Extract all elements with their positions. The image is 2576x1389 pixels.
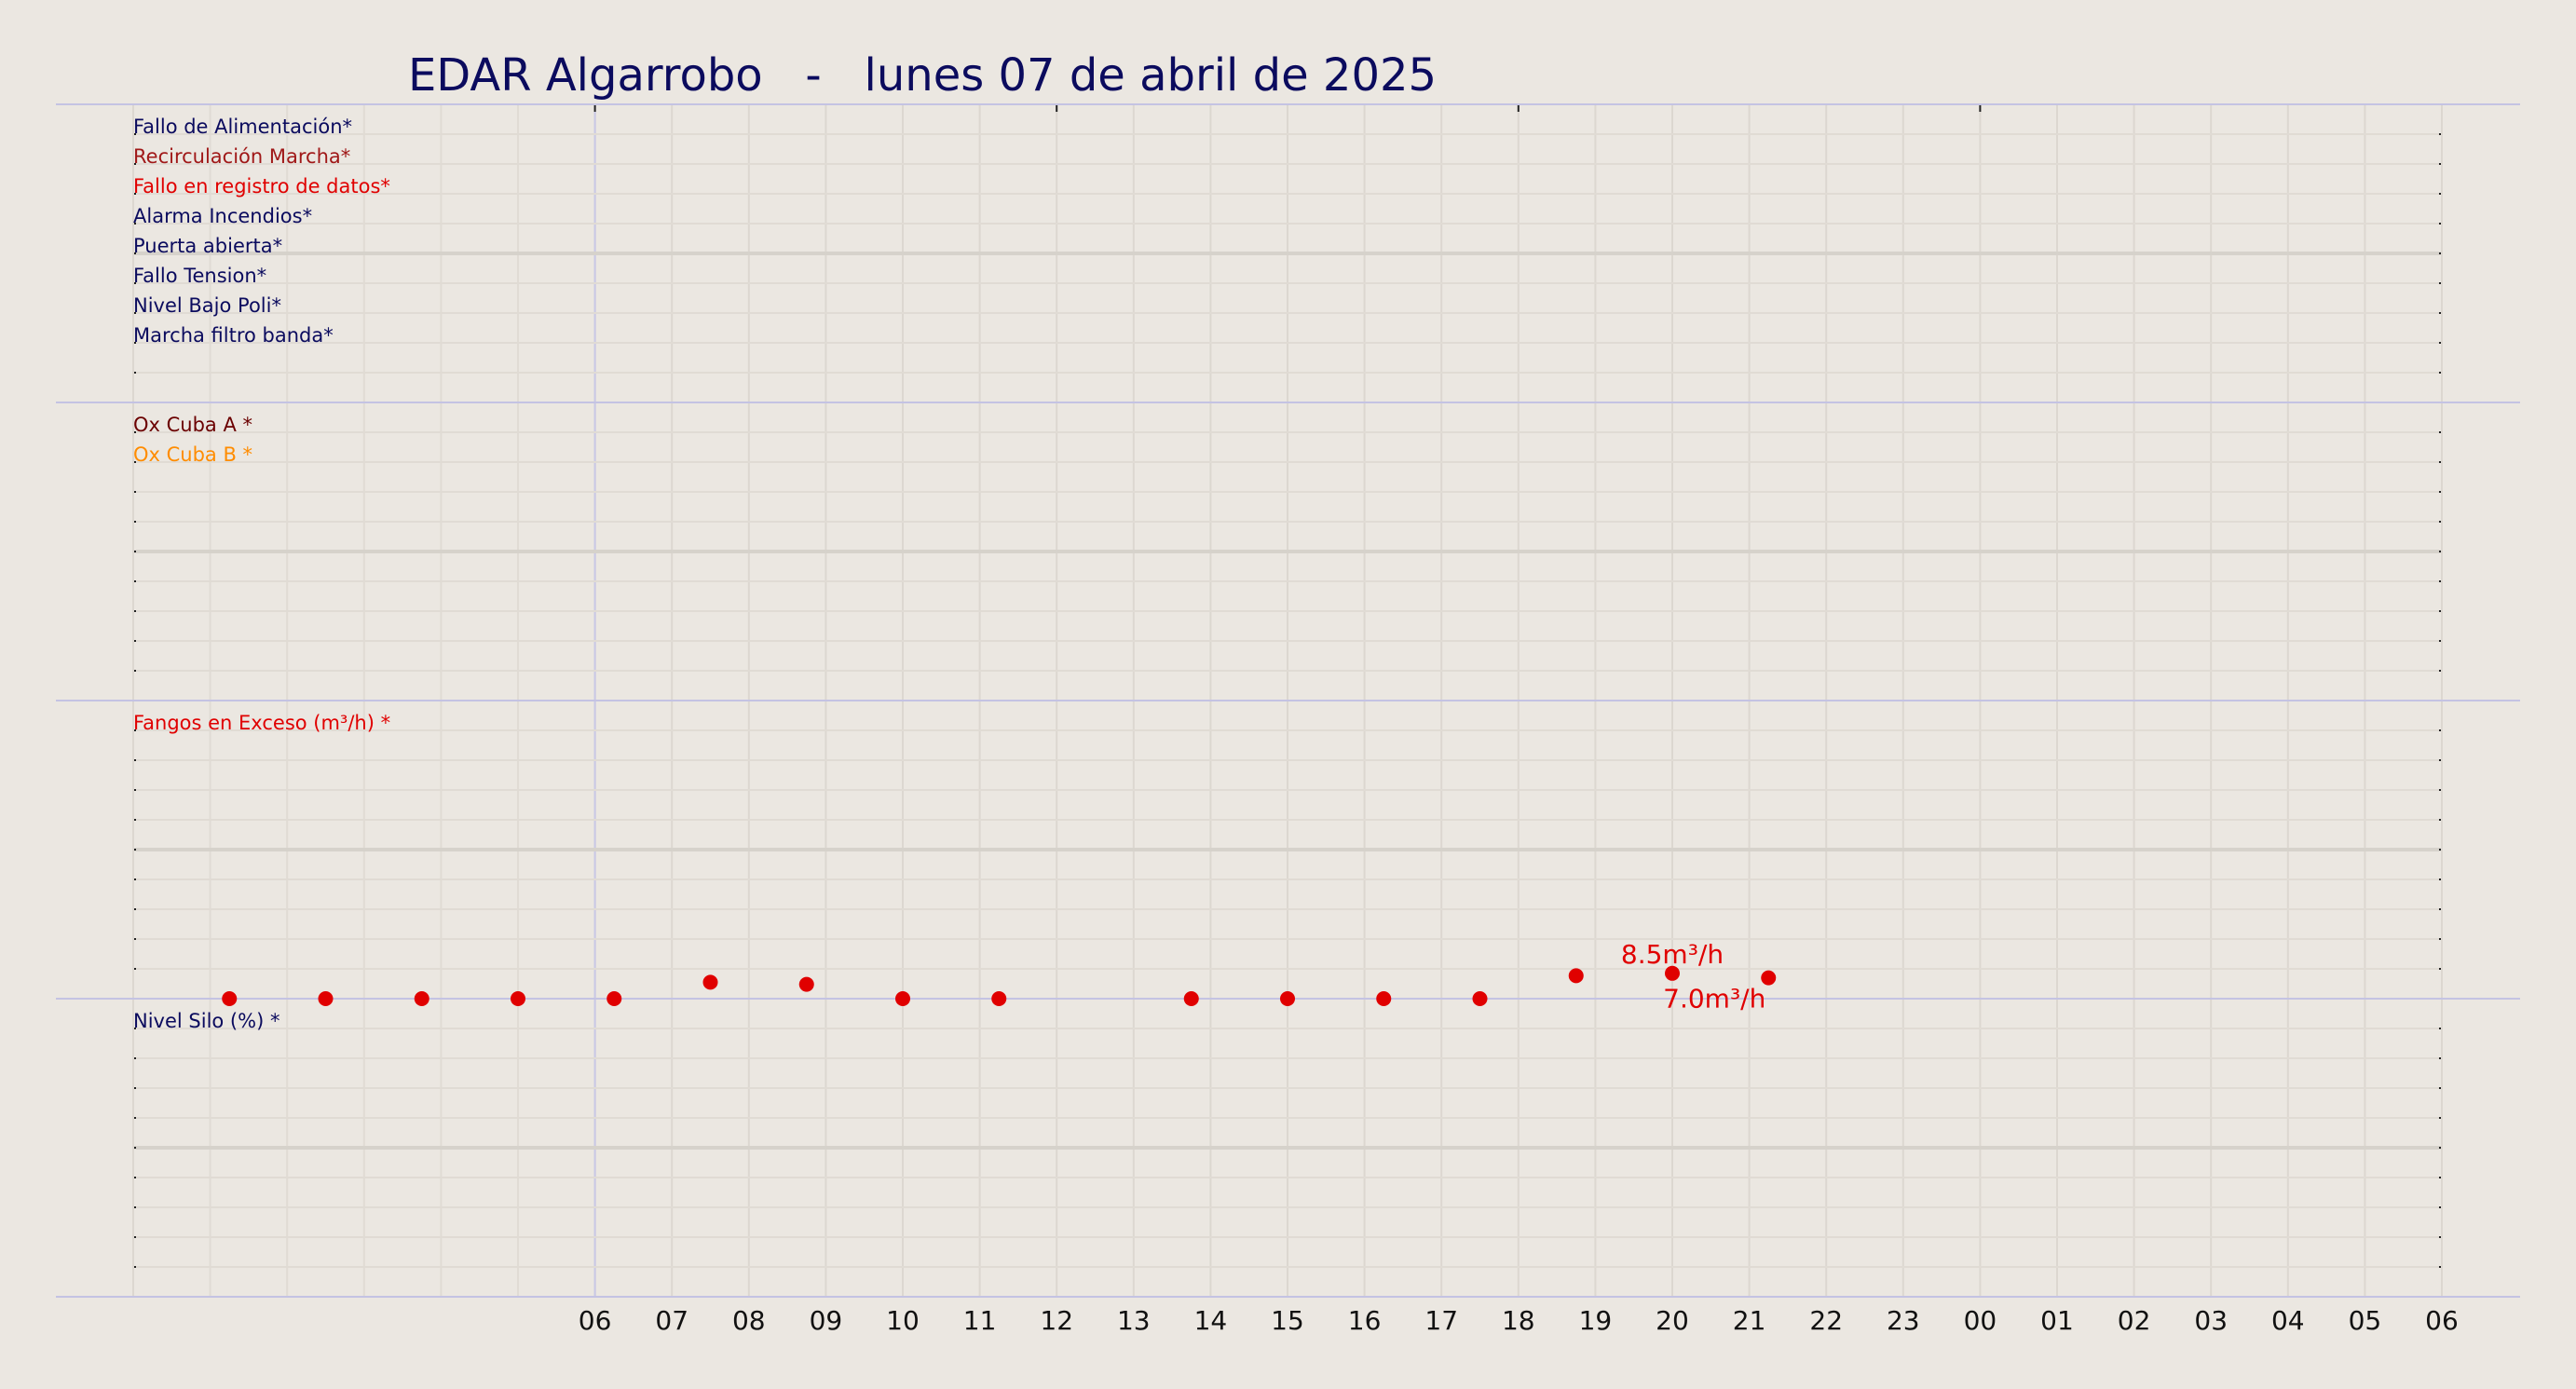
x-tick-label: 01 [2040, 1305, 2074, 1336]
data-points [222, 965, 1777, 1006]
x-tick-label: 11 [963, 1305, 997, 1336]
x-tick-label: 09 [810, 1305, 843, 1336]
panel-label: Nivel Silo (%) * [133, 1010, 279, 1032]
x-tick-label: 06 [2425, 1305, 2459, 1336]
panel-label: Fallo Tension* [133, 265, 266, 287]
annotations: 8.5m³/h 7.0m³/h [1621, 939, 1765, 1015]
data-point [1568, 968, 1584, 984]
x-tick-label: 00 [1964, 1305, 1997, 1336]
panel-label: Ox Cuba A * [133, 414, 252, 436]
panel-label: Marcha filtro banda* [133, 324, 334, 347]
data-point [222, 991, 238, 1006]
data-point [1280, 991, 1295, 1006]
x-tick-label: 19 [1579, 1305, 1613, 1336]
x-axis-ticks: 06 07 08 09 10 11 12 13 14 15 16 17 18 19 20 21 22 23 00 01… [579, 1305, 2459, 1336]
data-point [895, 991, 910, 1006]
x-tick-label: 20 [1656, 1305, 1689, 1336]
x-tick-label: 03 [2194, 1305, 2228, 1336]
data-point [798, 976, 814, 992]
data-point [1761, 970, 1777, 986]
x-tick-label: 15 [1271, 1305, 1304, 1336]
x-tick-label: 14 [1194, 1305, 1228, 1336]
x-tick-label: 04 [2271, 1305, 2305, 1336]
data-point [414, 991, 429, 1006]
panel-label: Recirculación Marcha* [133, 145, 350, 168]
x-tick-label: 08 [732, 1305, 766, 1336]
panel-label: Puerta abierta* [133, 235, 282, 257]
data-point [607, 991, 622, 1006]
data-point [991, 991, 1007, 1006]
x-tick-label: 06 [579, 1305, 612, 1336]
data-point [511, 991, 525, 1006]
x-tick-label: 23 [1887, 1305, 1920, 1336]
x-tick-label: 22 [1809, 1305, 1843, 1336]
x-tick-label: 05 [2349, 1305, 2382, 1336]
panel-label: Fallo en registro de datos* [133, 175, 390, 197]
chart-title: EDAR Algarrobo - lunes 07 de abril de 20… [408, 49, 1437, 102]
data-point [1665, 965, 1680, 981]
panel-label: Ox Cuba B * [133, 443, 252, 466]
x-tick-label: 13 [1117, 1305, 1151, 1336]
x-tick-label: 18 [1502, 1305, 1535, 1336]
data-point [318, 991, 334, 1006]
panel-label: Alarma Incendios* [133, 205, 312, 227]
x-tick-label: 10 [886, 1305, 920, 1336]
x-tick-label: 16 [1348, 1305, 1382, 1336]
panel-label: Fallo de Alimentación* [133, 116, 352, 138]
data-point [1376, 991, 1392, 1006]
panel-label: Fangos en Exceso (m³/h) * [133, 712, 390, 734]
data-point [1183, 991, 1199, 1006]
x-tick-label: 07 [655, 1305, 688, 1336]
x-tick-label: 17 [1424, 1305, 1458, 1336]
x-tick-label: 02 [2118, 1305, 2151, 1336]
data-label: 7.0m³/h [1663, 984, 1765, 1015]
panel-label: Nivel Bajo Poli* [133, 294, 281, 317]
data-point [702, 974, 718, 990]
data-label: 8.5m³/h [1621, 939, 1724, 970]
panel-labels: Fallo de Alimentación* Recirculación Marc… [133, 116, 390, 1032]
data-point [1472, 991, 1488, 1006]
x-tick-label: 12 [1040, 1305, 1073, 1336]
x-tick-label: 21 [1733, 1305, 1766, 1336]
